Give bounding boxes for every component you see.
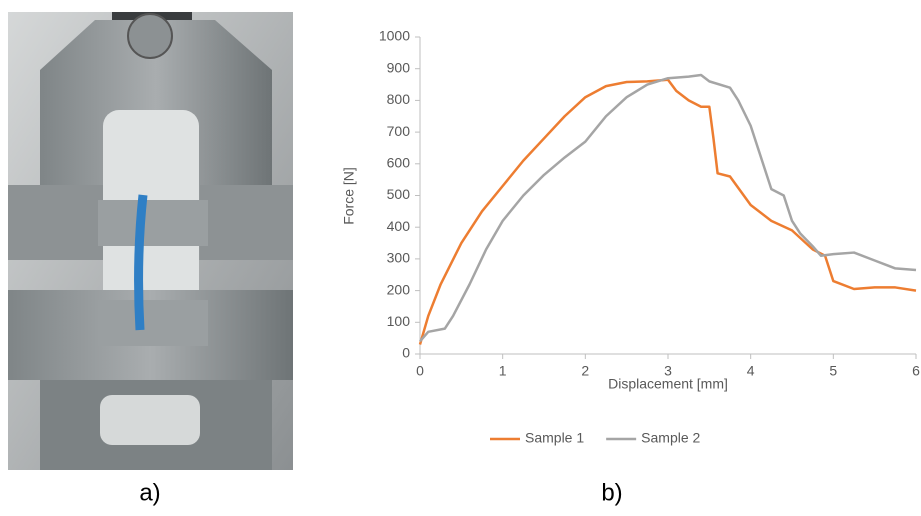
y-tick-label: 200 <box>387 281 411 297</box>
legend-label: Sample 2 <box>641 430 700 446</box>
y-tick-label: 500 <box>387 186 411 202</box>
y-tick-label: 0 <box>402 345 410 361</box>
y-tick-label: 800 <box>387 91 411 107</box>
y-tick-label: 1000 <box>379 28 410 44</box>
y-tick-label: 300 <box>387 250 411 266</box>
y-axis-title: Force [N] <box>341 167 357 225</box>
x-tick-label: 4 <box>747 363 755 379</box>
x-tick-label: 3 <box>664 363 672 379</box>
y-tick-label: 400 <box>387 218 411 234</box>
x-tick-label: 0 <box>416 363 424 379</box>
panel-label: b) <box>601 479 622 506</box>
x-tick-label: 2 <box>581 363 589 379</box>
series-line <box>419 73 917 343</box>
legend-label: Sample 1 <box>525 430 584 446</box>
panel-label: a) <box>139 479 160 506</box>
y-tick-label: 900 <box>387 59 411 75</box>
x-axis-title: Displacement [mm] <box>608 376 728 392</box>
x-tick-label: 5 <box>829 363 837 379</box>
x-tick-label: 1 <box>499 363 507 379</box>
series-line <box>418 78 917 345</box>
x-tick-label: 6 <box>912 363 920 379</box>
photo <box>8 12 293 470</box>
y-tick-label: 600 <box>387 155 411 171</box>
y-tick-label: 700 <box>387 123 411 139</box>
y-tick-label: 100 <box>387 313 411 329</box>
